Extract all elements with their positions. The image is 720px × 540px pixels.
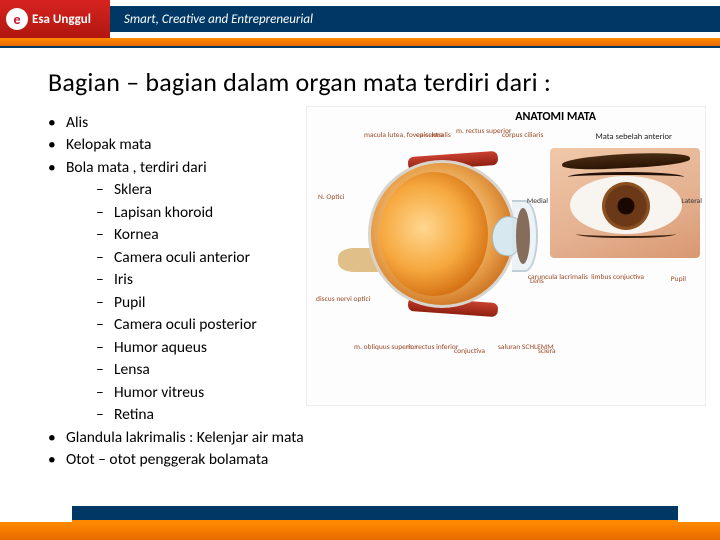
label-noptic: N. Optici — [318, 194, 344, 202]
lower-lash — [576, 230, 676, 238]
logo-box: e Esa Unggul — [0, 0, 110, 38]
logo-icon: e — [6, 8, 28, 30]
label-caruncula: caruncula lacrimalis — [528, 274, 588, 282]
label-discus: discus nervi optici — [316, 296, 370, 304]
list-item: Glandula lakrimalis : Kelenjar air mata — [48, 427, 690, 449]
diagram-title: ANATOMI MATA — [515, 110, 596, 124]
upper-lash — [568, 172, 684, 182]
cornea-shape — [512, 200, 538, 272]
label-conj: conjuctiva — [454, 348, 485, 356]
caption-right: Mata sebelah anterior — [596, 132, 672, 142]
footer-blue — [72, 506, 678, 520]
logo-text: Esa Unggul — [32, 13, 91, 26]
footer — [0, 506, 720, 540]
eye-anterior-view — [550, 148, 700, 258]
list-item: Otot – otot penggerak bolamata — [48, 449, 690, 471]
vitreous-body — [380, 172, 488, 296]
footer-orange — [0, 522, 720, 540]
list-text: Bola mata , terdiri dari — [66, 158, 207, 177]
label-pupil: Pupil — [671, 276, 686, 284]
label-corpus: corpus ciliaris — [502, 132, 543, 140]
eyeball-cross-section — [368, 160, 516, 308]
content-area: Bagian – bagian dalam organ mata terdiri… — [0, 48, 720, 472]
header-bar: e Esa Unggul Smart, Creative and Entrepr… — [0, 0, 720, 38]
anatomy-diagram: ANATOMI MATA Mata sebelah anterior macul… — [306, 106, 706, 406]
label-rectus-inf: m. rectus inferior — [406, 344, 458, 352]
label-limbus: limbus conjuctiva — [591, 274, 644, 282]
iris-front-view — [602, 182, 650, 230]
label-lateral: Lateral — [681, 198, 702, 206]
orange-divider — [0, 38, 720, 46]
label-episclera: episclera — [416, 132, 443, 140]
label-sclera: sclera — [538, 348, 556, 356]
slide-title: Bagian – bagian dalam organ mata terdiri… — [48, 66, 690, 98]
label-medial: Medial — [527, 198, 548, 206]
tagline: Smart, Creative and Entrepreneurial — [110, 6, 720, 32]
sub-item: Retina — [96, 404, 690, 426]
